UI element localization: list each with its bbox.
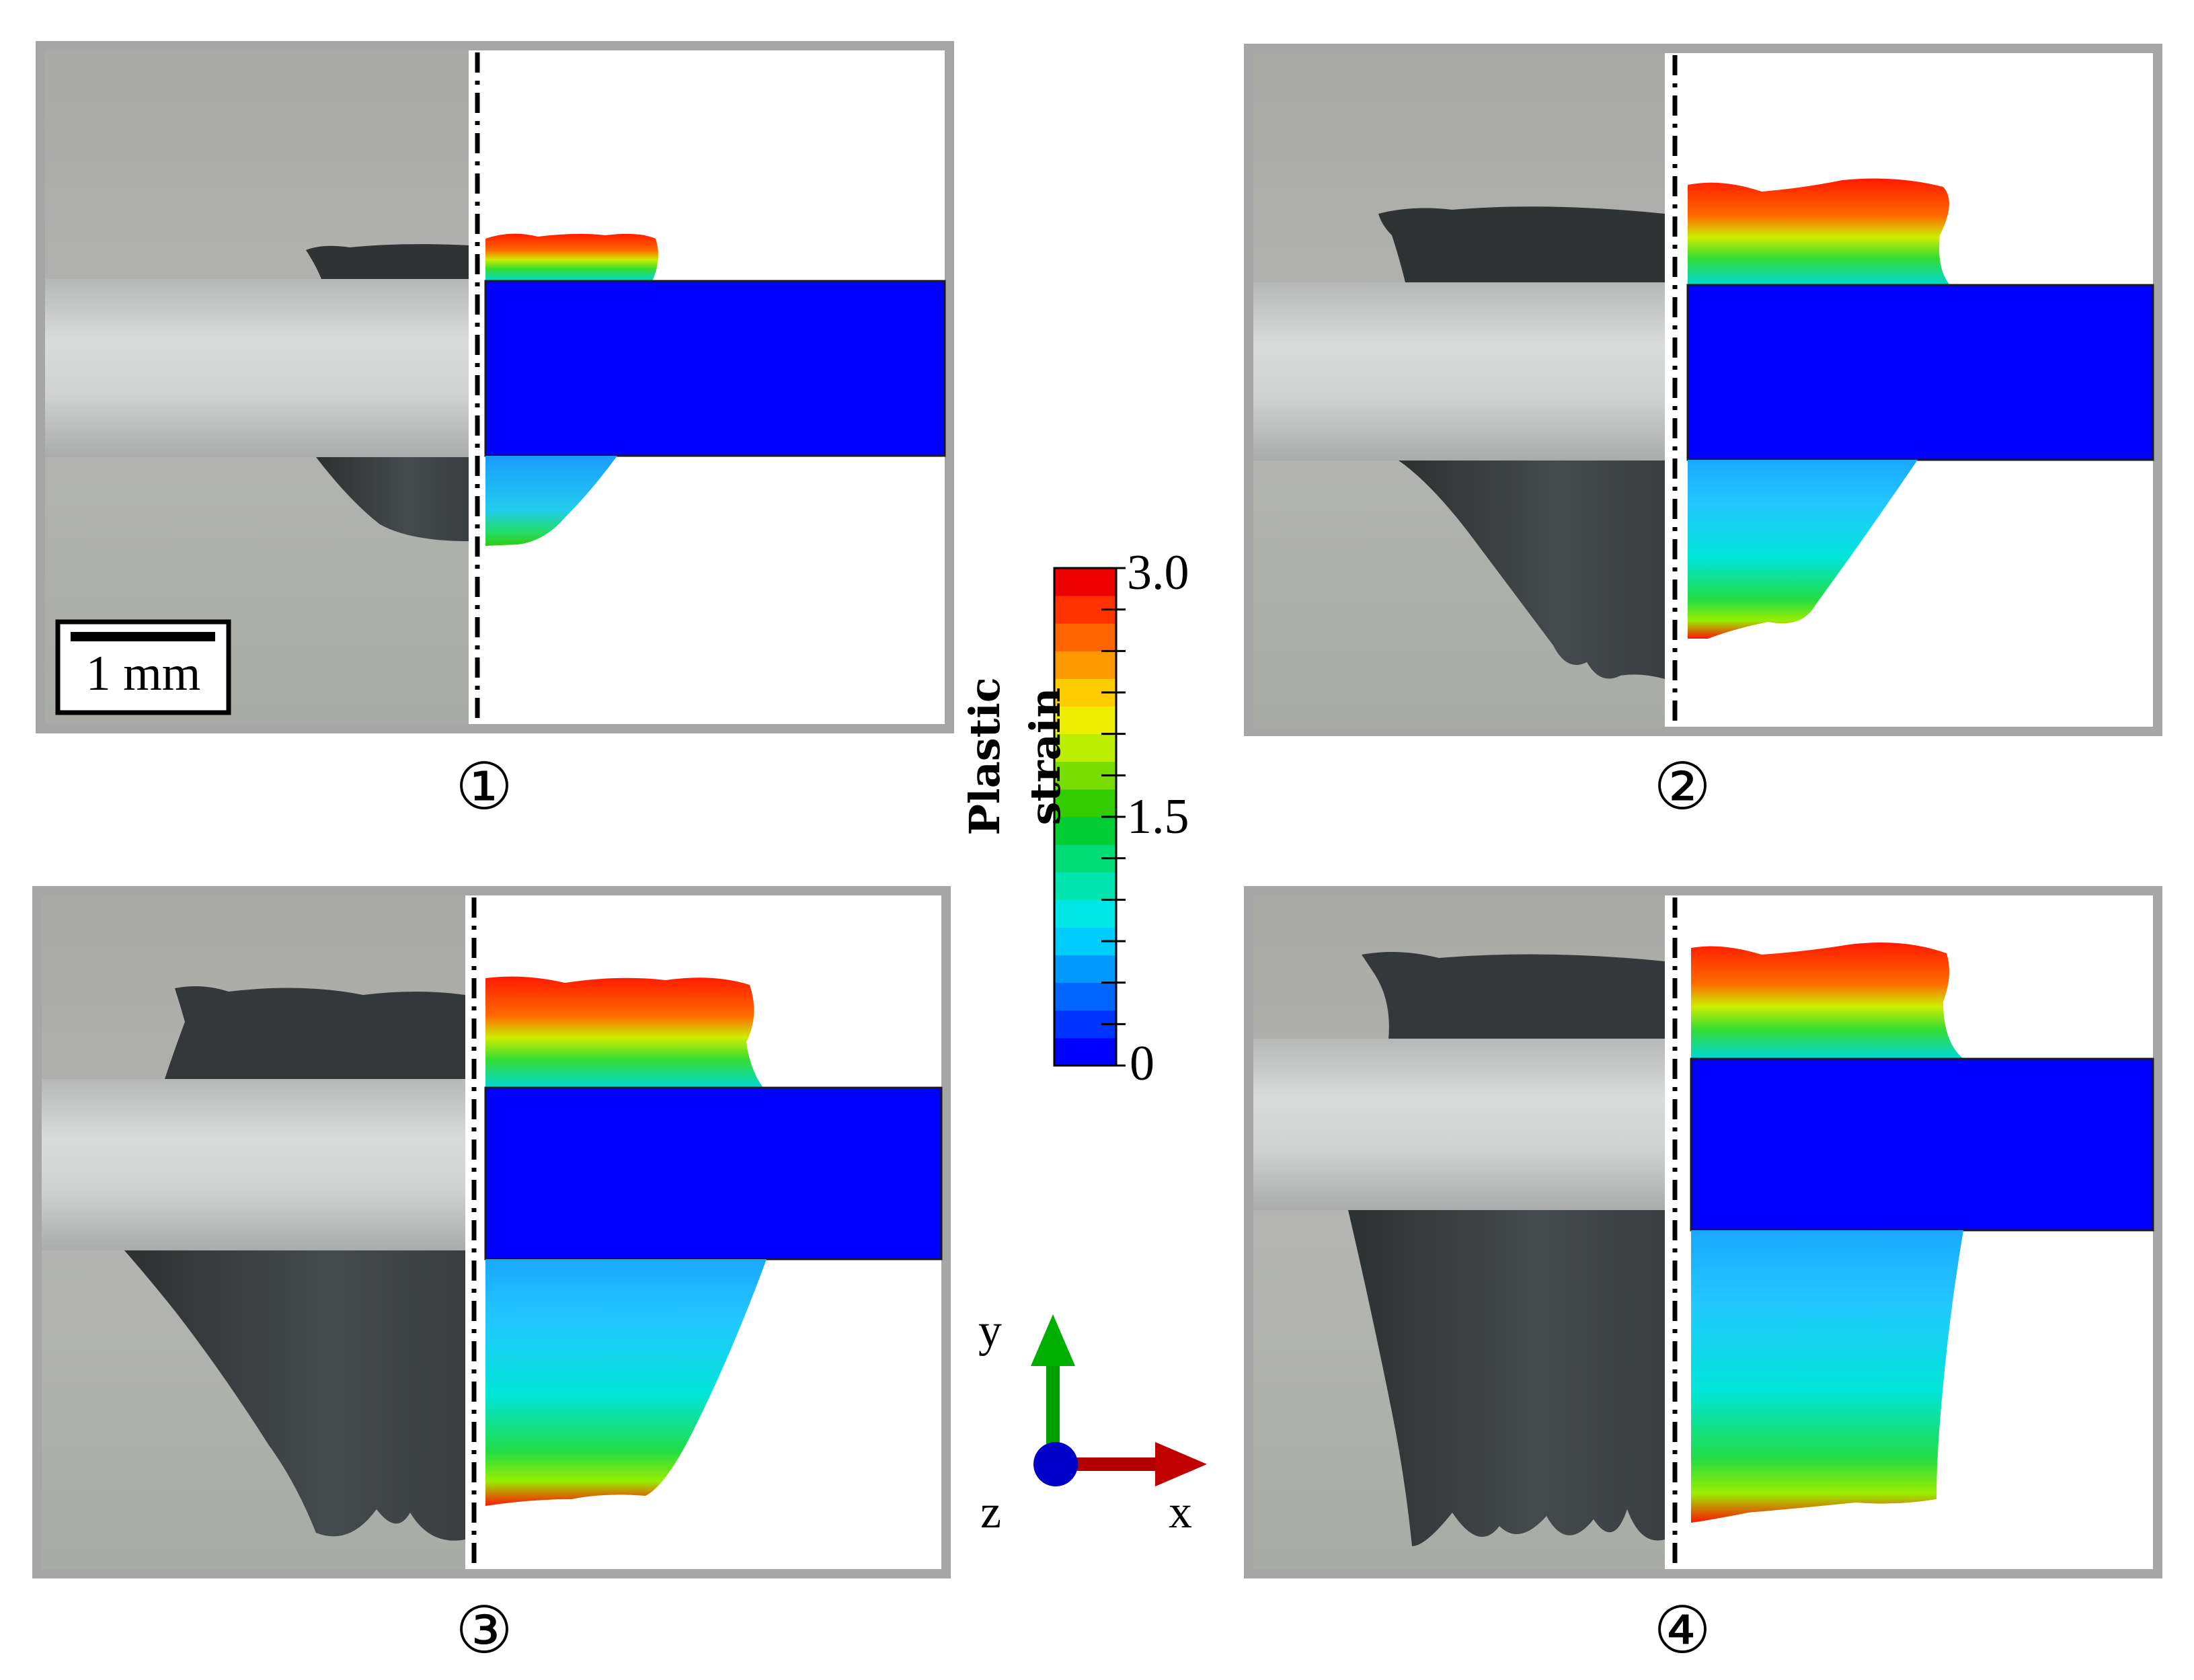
panel-2: [1244, 44, 2162, 736]
panel-1-photo-wire: [45, 279, 469, 457]
colorbar-segment: [1054, 982, 1116, 1011]
panel-4-label: ④: [1653, 1593, 1712, 1668]
panel-4-fe-cap-top: [1691, 942, 1963, 1059]
colorbar-segment: [1054, 789, 1116, 817]
panel-3-photo-cap-top: [165, 986, 465, 1079]
panel-3-label: ③: [455, 1593, 514, 1668]
colorbar-segment: [1054, 651, 1116, 679]
colorbar-tick-mid: 1.5: [1127, 789, 1189, 844]
colorbar-segment: [1054, 899, 1116, 928]
colorbar-segment: [1054, 1037, 1116, 1066]
panel-2-photo-cap-bottom: [1399, 461, 1665, 679]
panel-3: [32, 886, 951, 1578]
x-axis-arrow-head: [1155, 1442, 1207, 1486]
colorbar-ticks: [1101, 567, 1126, 1067]
colorbar-segment: [1054, 955, 1116, 984]
panel-1-fe-wire-bar: [484, 280, 946, 457]
colorbar-title: Plastic strain: [960, 677, 1070, 836]
colorbar-segment: [1054, 872, 1116, 900]
colorbar-segment: [1054, 706, 1116, 735]
axis-triad: [1031, 1314, 1207, 1486]
colorbar-tick-min: 0: [1130, 1036, 1154, 1091]
panel-2-fe-cap-top: [1688, 178, 1950, 285]
y-axis-arrow-head: [1031, 1314, 1075, 1366]
panel-1-fe-cap-top: [485, 233, 658, 281]
colorbar-segment: [1054, 568, 1116, 596]
panel-2-photo-wire: [1253, 282, 1665, 461]
colorbar-segment: [1054, 623, 1116, 651]
panel-2-photo-cap-top: [1378, 206, 1665, 282]
panel-1: [36, 41, 954, 733]
panel-4-photo-cap-bottom: [1348, 1210, 1665, 1546]
panel-3-photo-wire: [42, 1079, 465, 1250]
scale-bar: [71, 632, 215, 641]
panel-3-fe-wire-bar: [484, 1086, 943, 1261]
panel-1-label: ①: [455, 749, 514, 824]
panel-1-photo-cap-bottom: [316, 457, 469, 541]
panel-1-photo-cap-top: [306, 244, 469, 279]
panel-4-photo-wire: [1253, 1039, 1665, 1210]
y-axis-arrow-shaft: [1046, 1365, 1060, 1445]
y-axis-label: y: [978, 1305, 1002, 1357]
panel-3-fe-cap-top: [485, 976, 763, 1088]
x-axis-arrow-shaft: [1062, 1457, 1157, 1471]
panel-3-photo-cap-bottom: [124, 1250, 465, 1541]
colorbar-segment: [1054, 733, 1116, 762]
colorbar-segment: [1054, 817, 1116, 845]
z-axis-label: z: [980, 1486, 1002, 1538]
colorbar: [1053, 567, 1126, 1067]
panel-4-fe-wire-bar: [1690, 1057, 2154, 1232]
panel-4-photo-cap-top: [1362, 952, 1665, 1039]
panel-2-label: ②: [1653, 749, 1712, 824]
z-axis-dot: [1033, 1442, 1078, 1486]
x-axis-label: x: [1169, 1486, 1192, 1538]
scale-bar-label: 1 mm: [85, 646, 201, 701]
panel-2-fe-wire-bar: [1686, 284, 2154, 461]
panel-1-fe-cap-bottom: [485, 456, 617, 546]
panel-2-fe-cap-bottom: [1688, 460, 1918, 639]
panel-4: [1244, 886, 2162, 1578]
colorbar-tick-max: 3.0: [1127, 545, 1189, 600]
panel-3-fe-cap-bottom: [485, 1259, 767, 1506]
panel-4-fe-cap-bottom: [1691, 1230, 1963, 1523]
